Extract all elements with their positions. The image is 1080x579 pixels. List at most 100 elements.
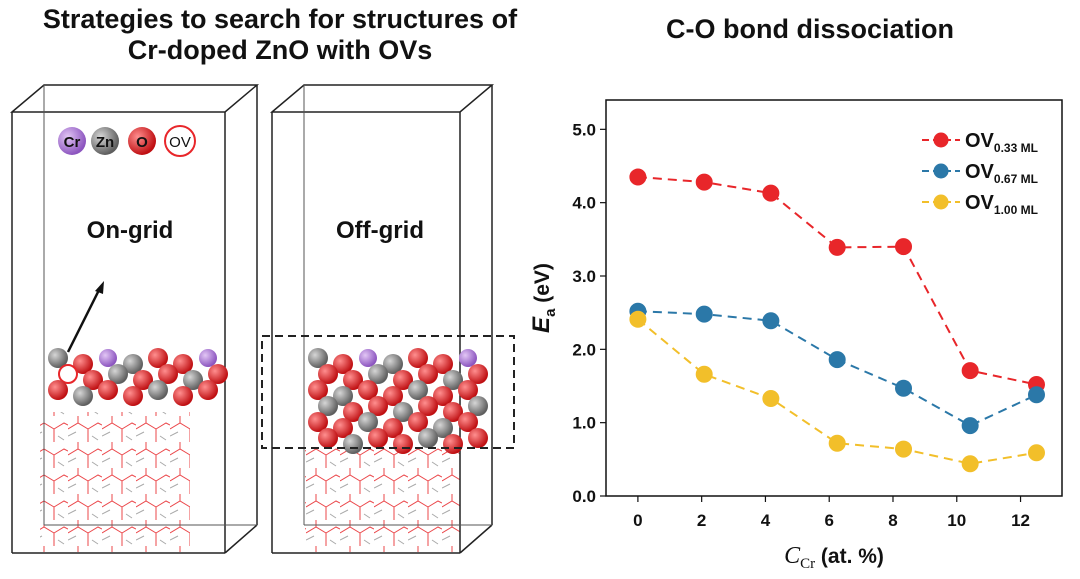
o-atom bbox=[408, 348, 428, 368]
zn-atom bbox=[418, 428, 438, 448]
series-2-point bbox=[762, 312, 780, 330]
x-tick-label: 10 bbox=[947, 511, 966, 530]
o-atom bbox=[368, 396, 388, 416]
oxygen-vacancy-site bbox=[58, 364, 78, 384]
o-atom bbox=[418, 396, 438, 416]
x-tick-label: 6 bbox=[824, 511, 833, 530]
series-1-point bbox=[895, 238, 913, 256]
series-2-point bbox=[895, 379, 913, 397]
o-atom bbox=[468, 428, 488, 448]
series-1-point bbox=[762, 184, 780, 202]
o-atom bbox=[148, 348, 168, 368]
series-1-point bbox=[828, 238, 846, 256]
o-atom bbox=[173, 386, 193, 406]
o-atom bbox=[333, 418, 353, 438]
x-tick-label: 12 bbox=[1011, 511, 1030, 530]
o-atom bbox=[343, 402, 363, 422]
series-3-point bbox=[762, 389, 780, 407]
left-title-line1: Strategies to search for structures of bbox=[42, 4, 518, 34]
y-tick-label: 5.0 bbox=[572, 120, 596, 139]
x-tick-label: 4 bbox=[761, 511, 771, 530]
arrow-head-icon bbox=[95, 281, 104, 294]
o-atom bbox=[333, 354, 353, 374]
on-grid-label: On-grid bbox=[87, 217, 174, 244]
off-grid-label: Off-grid bbox=[336, 217, 424, 244]
cr-atom bbox=[99, 349, 117, 367]
o-atom bbox=[393, 370, 413, 390]
x-tick-label: 0 bbox=[633, 511, 642, 530]
legend-label-1: OV0.33 ML bbox=[965, 130, 1038, 155]
o-atom bbox=[308, 412, 328, 432]
o-atom bbox=[83, 370, 103, 390]
legend-marker-3 bbox=[933, 194, 949, 210]
zn-atom bbox=[308, 348, 328, 368]
o-atom bbox=[433, 386, 453, 406]
y-tick-label: 1.0 bbox=[572, 414, 596, 433]
o-atom bbox=[468, 364, 488, 384]
legend-cr-atom: Cr bbox=[58, 127, 86, 155]
o-atom bbox=[383, 386, 403, 406]
zn-atom bbox=[73, 386, 93, 406]
zn-atom bbox=[468, 396, 488, 416]
series-2-point bbox=[961, 417, 979, 435]
o-atom bbox=[173, 354, 193, 374]
zn-atom bbox=[123, 354, 143, 374]
zn-atom bbox=[333, 386, 353, 406]
left-title-line2: Cr-doped ZnO with OVs bbox=[127, 35, 433, 65]
series-3-point bbox=[895, 440, 913, 458]
legend-o-atom: O bbox=[128, 127, 156, 155]
series-1-point bbox=[629, 168, 647, 186]
zn-atom bbox=[383, 354, 403, 374]
zn-atom bbox=[108, 364, 128, 384]
y-tick-label: 2.0 bbox=[572, 340, 596, 359]
structure-illustration: On-grid Off-grid Cr Zn O bbox=[9, 84, 515, 554]
cr-atom bbox=[199, 349, 217, 367]
x-axis-label: CCr (at. %) bbox=[784, 543, 884, 572]
o-atom bbox=[458, 380, 478, 400]
series-1-point bbox=[961, 362, 979, 380]
series-3-point bbox=[629, 310, 647, 328]
cr-atom bbox=[459, 349, 477, 367]
o-atom bbox=[358, 380, 378, 400]
o-atom bbox=[98, 380, 118, 400]
o-atom bbox=[308, 380, 328, 400]
left-panel-title: Strategies to search for structures of C… bbox=[0, 4, 560, 66]
svg-text:O: O bbox=[136, 134, 148, 151]
series-3-point bbox=[961, 455, 979, 473]
x-tick-label: 2 bbox=[697, 511, 706, 530]
legend-marker-1 bbox=[933, 132, 949, 148]
svg-text:Zn: Zn bbox=[96, 134, 114, 151]
zn-atom bbox=[393, 402, 413, 422]
series-2-point bbox=[828, 351, 846, 369]
svg-text:Cr: Cr bbox=[64, 134, 81, 151]
zn-atom bbox=[318, 396, 338, 416]
off-grid-cell: Off-grid bbox=[261, 84, 515, 554]
o-atom bbox=[318, 364, 338, 384]
legend-label-2: OV0.67 ML bbox=[965, 161, 1038, 186]
o-atom bbox=[368, 428, 388, 448]
on-grid-cell: On-grid bbox=[9, 84, 260, 554]
arrow-line bbox=[66, 287, 102, 353]
legend-zn-atom: Zn bbox=[91, 127, 119, 155]
zn-atom bbox=[183, 370, 203, 390]
legend-ov-vacancy: OV bbox=[164, 125, 196, 157]
y-tick-label: 0.0 bbox=[572, 487, 596, 506]
series-3-point bbox=[1027, 444, 1045, 462]
zn-atom bbox=[443, 370, 463, 390]
series-2-point bbox=[695, 305, 713, 323]
o-atom bbox=[133, 370, 153, 390]
plot-frame bbox=[605, 99, 1063, 497]
zn-atom bbox=[358, 412, 378, 432]
series-3-point bbox=[695, 365, 713, 383]
y-tick-label: 4.0 bbox=[572, 194, 596, 213]
y-tick-label: 3.0 bbox=[572, 267, 596, 286]
o-atom bbox=[443, 402, 463, 422]
legend-label-3: OV1.00 ML bbox=[965, 192, 1038, 217]
o-atom bbox=[158, 364, 178, 384]
legend-marker-2 bbox=[933, 163, 949, 179]
o-atom bbox=[48, 380, 68, 400]
o-atom bbox=[73, 354, 93, 374]
zn-atom bbox=[408, 380, 428, 400]
o-atom bbox=[433, 354, 453, 374]
